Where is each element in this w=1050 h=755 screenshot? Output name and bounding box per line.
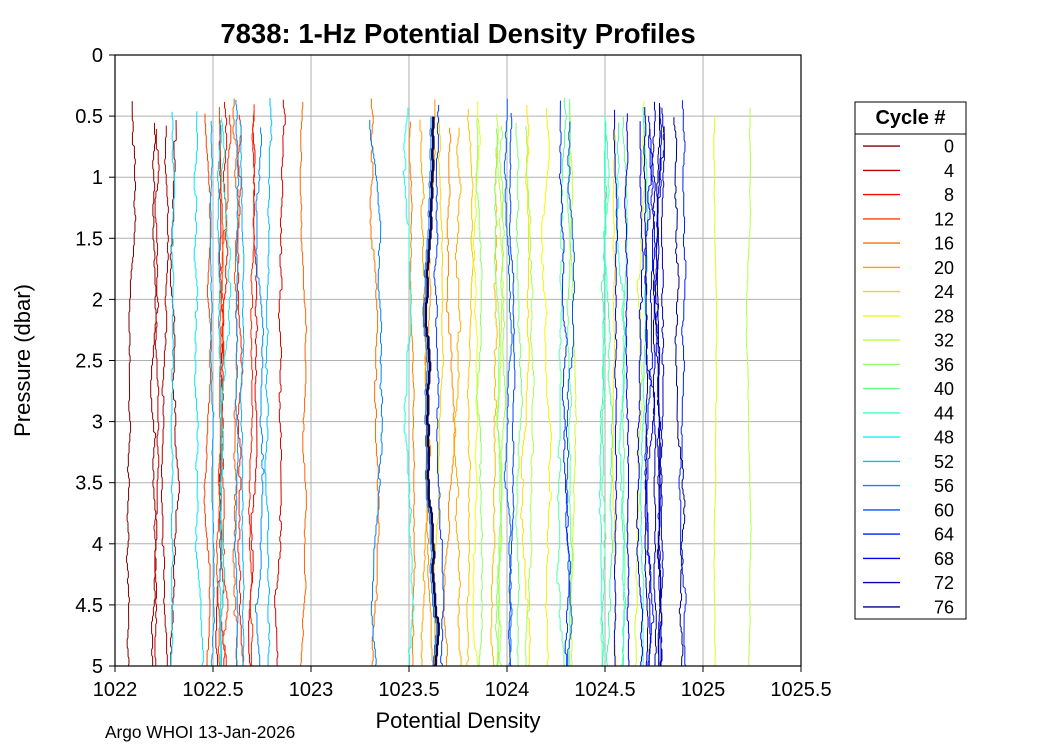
- svg-text:Pressure (dbar): Pressure (dbar): [10, 284, 35, 437]
- svg-text:72: 72: [934, 573, 954, 593]
- svg-text:56: 56: [934, 476, 954, 496]
- svg-text:1.5: 1.5: [75, 228, 103, 250]
- svg-text:Cycle #: Cycle #: [875, 107, 945, 129]
- svg-text:0: 0: [92, 45, 103, 67]
- svg-text:48: 48: [934, 428, 954, 448]
- svg-text:1024.5: 1024.5: [574, 679, 635, 701]
- svg-text:32: 32: [934, 331, 954, 351]
- svg-text:1022.5: 1022.5: [182, 679, 243, 701]
- svg-text:1025.5: 1025.5: [770, 679, 831, 701]
- svg-text:Argo WHOI 13-Jan-2026: Argo WHOI 13-Jan-2026: [105, 722, 295, 742]
- svg-text:44: 44: [934, 403, 954, 423]
- svg-text:1025: 1025: [681, 679, 726, 701]
- svg-text:5: 5: [92, 656, 103, 678]
- svg-text:1: 1: [92, 167, 103, 189]
- svg-text:7838: 1-Hz Potential Density P: 7838: 1-Hz Potential Density Profiles: [220, 18, 695, 49]
- svg-text:36: 36: [934, 355, 954, 375]
- svg-text:12: 12: [934, 209, 954, 229]
- svg-text:0.5: 0.5: [75, 106, 103, 128]
- svg-text:40: 40: [934, 379, 954, 399]
- svg-text:4.5: 4.5: [75, 595, 103, 617]
- svg-text:3: 3: [92, 412, 103, 434]
- svg-text:68: 68: [934, 549, 954, 569]
- svg-text:Potential Density: Potential Density: [375, 708, 540, 733]
- svg-text:76: 76: [934, 597, 954, 617]
- svg-text:1022: 1022: [93, 679, 138, 701]
- svg-text:0: 0: [944, 137, 954, 157]
- svg-text:60: 60: [934, 500, 954, 520]
- svg-text:4: 4: [944, 161, 954, 181]
- svg-text:28: 28: [934, 306, 954, 326]
- svg-text:8: 8: [944, 185, 954, 205]
- svg-text:1023.5: 1023.5: [378, 679, 439, 701]
- svg-text:2.5: 2.5: [75, 351, 103, 373]
- svg-text:1023: 1023: [289, 679, 334, 701]
- svg-text:64: 64: [934, 525, 954, 545]
- svg-text:20: 20: [934, 258, 954, 278]
- svg-text:24: 24: [934, 282, 954, 302]
- svg-text:3.5: 3.5: [75, 473, 103, 495]
- svg-text:16: 16: [934, 234, 954, 254]
- svg-text:1024: 1024: [485, 679, 530, 701]
- svg-text:4: 4: [92, 534, 103, 556]
- svg-text:52: 52: [934, 452, 954, 472]
- svg-text:2: 2: [92, 289, 103, 311]
